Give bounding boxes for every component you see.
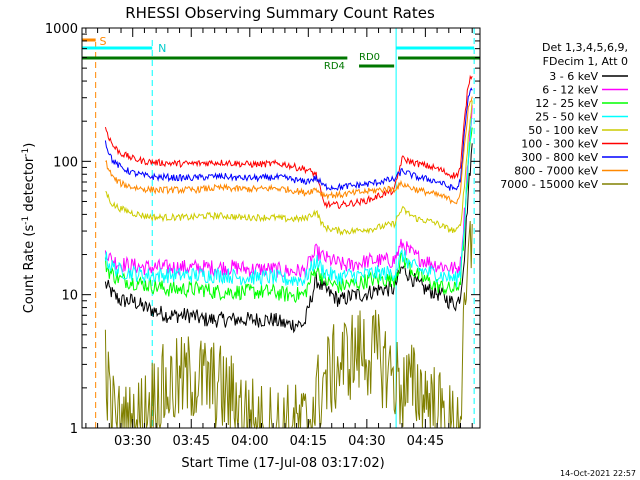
x-tick-label: 04:15: [290, 434, 327, 449]
legend-label: 3 - 6 keV: [549, 70, 598, 83]
legend-label: 6 - 12 keV: [542, 84, 598, 97]
y-axis-label: Count Rate (s-1 detector-1): [21, 143, 37, 314]
rd0-flag-label: RD0: [359, 52, 380, 63]
x-axis-label: Start Time (17-Jul-08 03:17:02): [181, 456, 384, 471]
x-tick-label: 04:30: [348, 434, 385, 449]
y-label-end: ): [22, 143, 37, 148]
legend-label: 25 - 50 keV: [535, 111, 598, 124]
flag-lines: S N RD0 RD4: [82, 28, 480, 428]
series-line: [104, 127, 473, 304]
y-label-sup-1: -1: [21, 216, 31, 225]
x-tick-label: 04:00: [231, 434, 268, 449]
legend-label: 50 - 100 keV: [528, 124, 598, 137]
legend-header-line-1: Det 1,3,4,5,6,9,: [542, 41, 628, 54]
series-line: [105, 96, 473, 205]
series-line: [104, 105, 473, 278]
series-line: [104, 87, 473, 192]
y-tick-label: 10: [61, 289, 78, 304]
x-tick-label: 04:45: [407, 434, 444, 449]
y-tick-label: 1: [70, 422, 78, 437]
series-line: [105, 100, 473, 236]
legend-label: 7000 - 15000 keV: [500, 178, 598, 191]
series-line: [104, 143, 473, 334]
series-layer: [104, 74, 473, 430]
timestamp: 14-Oct-2021 22:57: [560, 469, 636, 478]
y-label-main: Count Rate (s: [22, 225, 37, 314]
y-tick-label: 100: [53, 155, 78, 170]
rd4-flag-label: RD4: [324, 61, 345, 72]
y-label-mid: detector: [22, 156, 37, 216]
y-tick-label: 1000: [45, 22, 78, 37]
series-line: [104, 220, 473, 430]
night-flag-label: N: [158, 42, 166, 55]
legend-label: 100 - 300 keV: [521, 138, 598, 151]
legend-header-line-2: FDecim 1, Att 0: [543, 55, 628, 68]
legend-label: 800 - 7000 keV: [514, 165, 598, 178]
series-line: [104, 74, 473, 210]
y-axis: 1 10 100 1000: [45, 22, 480, 437]
series-line: [104, 117, 473, 288]
saa-flag-label: S: [100, 35, 107, 48]
x-tick-label: 03:45: [173, 434, 210, 449]
chart-title: RHESSI Observing Summary Count Rates: [125, 4, 435, 22]
x-tick-label: 03:30: [114, 434, 151, 449]
legend-label: 300 - 800 keV: [521, 151, 598, 164]
plot-frame: [81, 27, 481, 429]
legend-label: 12 - 25 keV: [535, 97, 598, 110]
x-axis: 03:30 03:45 04:00 04:15 04:30 04:45: [85, 28, 473, 449]
y-label-sup-2: -1: [21, 148, 31, 157]
